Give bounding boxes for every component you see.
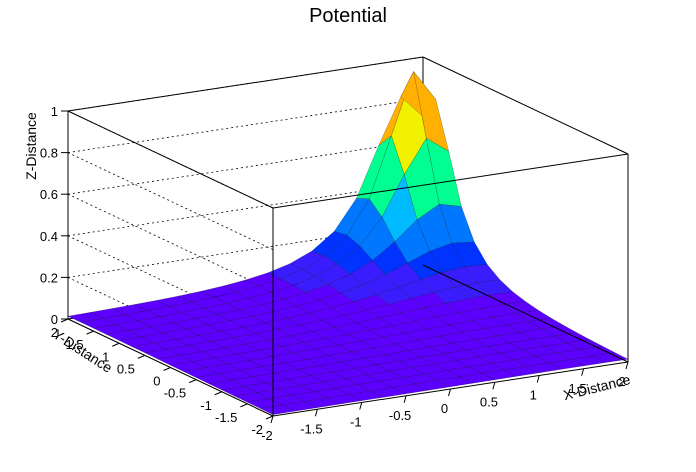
x-tick-label: -1 — [350, 415, 362, 430]
z-tick-label: 0.8 — [40, 146, 58, 161]
y-tick-label: 2 — [51, 325, 58, 340]
x-tick-label: -2 — [261, 428, 273, 443]
y-tick-label: 1.5 — [66, 337, 84, 352]
y-tick — [188, 379, 197, 384]
x-tick — [359, 402, 363, 410]
y-tick-label: 0 — [153, 374, 160, 389]
y-tick — [86, 330, 94, 335]
x-tick-label: 0 — [441, 401, 448, 416]
y-tick-label: -2 — [251, 422, 263, 437]
top-front-edge — [272, 153, 629, 209]
x-axis-label: X-Distance — [562, 371, 633, 403]
y-tick-label: -1.5 — [215, 410, 237, 425]
y-tick — [265, 415, 274, 420]
y-tick — [137, 354, 146, 359]
y-tick-label: 0.5 — [117, 361, 135, 376]
surface-mesh — [67, 70, 629, 415]
x-tick-label: 0.5 — [480, 394, 498, 409]
z-tick-label: 0.2 — [40, 270, 58, 285]
y-tick — [112, 342, 120, 347]
z-grid-line-left — [67, 152, 274, 250]
z-tick-label: 0.6 — [40, 187, 58, 202]
y-tick — [163, 367, 171, 371]
surface-cell — [592, 352, 629, 363]
x-tick-label: 1 — [530, 388, 537, 403]
x-tick — [448, 388, 451, 397]
x-tick — [536, 375, 540, 383]
z-axis-label: Z-Distance — [23, 112, 39, 180]
x-tick — [270, 415, 274, 424]
x-tick-label: 2 — [618, 374, 625, 389]
y-tick-label: 1 — [102, 349, 109, 364]
y-tick-label: -0.5 — [164, 386, 186, 401]
floor-right-edge — [422, 264, 629, 363]
top-back-edge — [67, 56, 424, 112]
x-tick-label: 1.5 — [569, 381, 587, 396]
z-tick-label: 1 — [51, 104, 58, 119]
y-tick-label: -1 — [200, 398, 212, 413]
x-tick-label: -0.5 — [389, 408, 411, 423]
z-tick-label: 0 — [51, 312, 58, 327]
z-grid-line-left — [67, 193, 274, 292]
top-left-edge — [67, 110, 274, 209]
x-tick — [625, 361, 629, 370]
x-tick — [314, 409, 318, 417]
top-right-edge — [422, 56, 629, 155]
y-tick — [214, 391, 222, 396]
x-tick-label: -1.5 — [300, 421, 322, 436]
axis-ticks: -2 -1.5 -1 -0.5 0 0.5 1 1.5 2-2-1.5-1-0.500.511.… — [40, 104, 629, 443]
x-tick — [581, 368, 585, 376]
x-tick — [403, 395, 407, 403]
z-grid-line-back — [67, 98, 424, 153]
z-tick-label: 0.4 — [40, 229, 58, 244]
x-tick — [492, 382, 496, 390]
chart-title: Potential — [309, 5, 387, 27]
y-tick — [240, 403, 248, 408]
